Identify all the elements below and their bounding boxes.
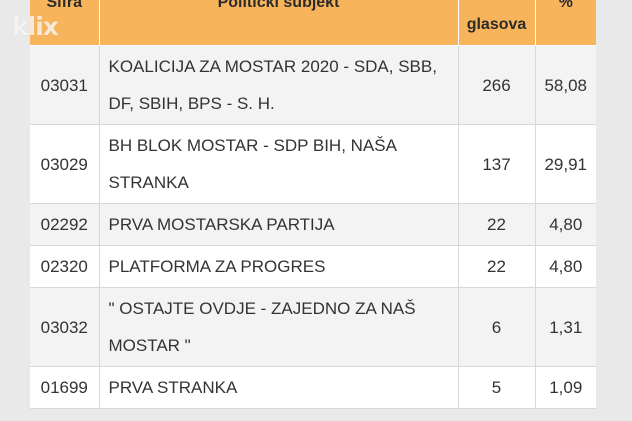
row-percent: 1,09 [535, 366, 596, 409]
row-subject: BH BLOK MOSTAR - SDP BIH, NAŠA STRANKA [99, 124, 459, 204]
table-row: 02292 PRVA MOSTARSKA PARTIJA 22 4,80 [30, 203, 596, 246]
row-subject: PRVA STRANKA [99, 366, 459, 409]
election-results-table: Šifra Politički subjekt glasova % 03031 … [30, 0, 596, 409]
row-code: 03031 [30, 45, 100, 125]
row-code: 03032 [30, 287, 100, 367]
row-votes: 5 [458, 366, 536, 409]
row-percent: 29,91 [535, 124, 596, 204]
header-code: Šifra [30, 0, 100, 46]
row-code: 02320 [30, 245, 100, 288]
row-percent: 4,80 [535, 203, 596, 246]
table-row: 03031 KOALICIJA ZA MOSTAR 2020 - SDA, SB… [30, 45, 596, 125]
row-percent: 58,08 [535, 45, 596, 125]
klix-watermark-logo: klix [12, 12, 59, 41]
row-subject: PRVA MOSTARSKA PARTIJA [99, 203, 459, 246]
row-votes: 266 [458, 45, 536, 125]
table-row: 01699 PRVA STRANKA 5 1,09 [30, 366, 596, 409]
row-votes: 22 [458, 245, 536, 288]
table-row: 03029 BH BLOK MOSTAR - SDP BIH, NAŠA STR… [30, 124, 596, 204]
table-row: 03032 " OSTAJTE OVDJE - ZAJEDNO ZA NAŠ M… [30, 287, 596, 367]
row-votes: 22 [458, 203, 536, 246]
row-code: 03029 [30, 124, 100, 204]
row-percent: 4,80 [535, 245, 596, 288]
row-subject: PLATFORMA ZA PROGRES [99, 245, 459, 288]
row-code: 01699 [30, 366, 100, 409]
header-percent: % [535, 0, 596, 46]
row-votes: 137 [458, 124, 536, 204]
header-subject: Politički subjekt [99, 0, 459, 46]
header-votes: glasova [458, 0, 536, 46]
row-subject: KOALICIJA ZA MOSTAR 2020 - SDA, SBB, DF,… [99, 45, 459, 125]
table-row: 02320 PLATFORMA ZA PROGRES 22 4,80 [30, 245, 596, 288]
row-subject: " OSTAJTE OVDJE - ZAJEDNO ZA NAŠ MOSTAR … [99, 287, 459, 367]
table-header-row: Šifra Politički subjekt glasova % [30, 0, 596, 46]
row-votes: 6 [458, 287, 536, 367]
row-percent: 1,31 [535, 287, 596, 367]
row-code: 02292 [30, 203, 100, 246]
